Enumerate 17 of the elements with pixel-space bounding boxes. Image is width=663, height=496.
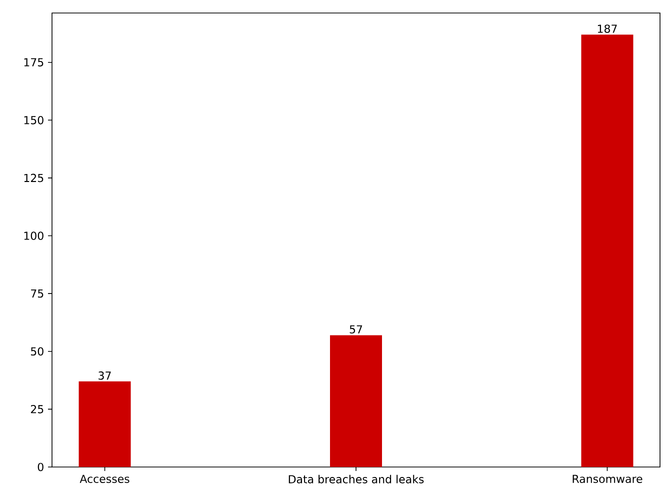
- y-tick-label: 100: [24, 232, 44, 240]
- data-label: 57: [350, 325, 362, 334]
- y-tick-label: 175: [24, 58, 44, 66]
- x-tick-label: Ransomware: [572, 474, 642, 484]
- y-tick-label: 25: [30, 405, 44, 414]
- y-tick-label: 50: [30, 347, 44, 356]
- bar: [330, 335, 382, 467]
- bar: [581, 34, 634, 467]
- x-tick-label: Accesses: [80, 474, 130, 484]
- y-tick-label: 150: [24, 116, 44, 124]
- data-label: 187: [598, 24, 617, 33]
- x-tick-label: Data breaches and leaks: [288, 474, 424, 484]
- y-tick-label: 125: [24, 174, 44, 182]
- y-tick-label: 75: [31, 289, 44, 298]
- bar: [78, 381, 131, 467]
- y-tick-label: 0: [38, 462, 44, 472]
- data-label: 37: [98, 371, 111, 380]
